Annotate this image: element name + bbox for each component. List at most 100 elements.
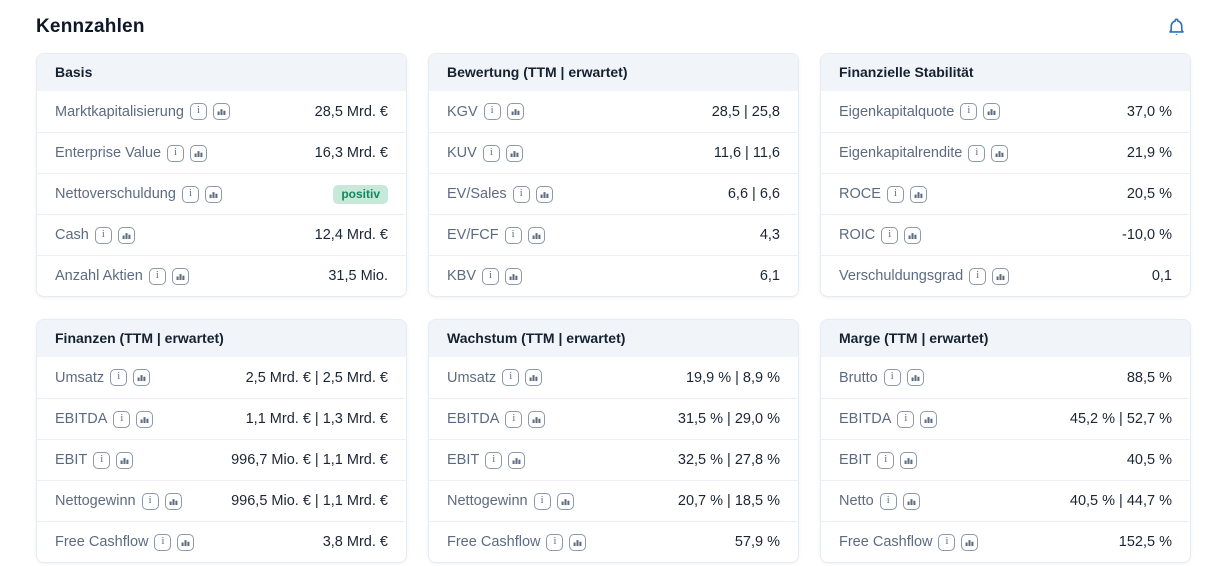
metric-row: Brutto i 88,5 %	[821, 357, 1190, 398]
metric-value: 20,7 % | 18,5 %	[677, 493, 780, 509]
metric-label-group: Free Cashflow i	[55, 533, 195, 551]
info-icon[interactable]: i	[167, 144, 185, 162]
info-icon[interactable]: i	[502, 369, 520, 386]
chart-icon[interactable]	[190, 144, 208, 162]
metric-label-group: Verschuldungsgrad i	[839, 267, 1010, 285]
info-icon[interactable]: i	[960, 103, 978, 120]
chart-icon[interactable]	[171, 267, 189, 285]
metric-row: EBITDA i 31,5 % | 29,0 %	[429, 398, 798, 439]
info-icon[interactable]: i	[938, 533, 956, 551]
chart-icon[interactable]	[136, 410, 154, 428]
chart-icon[interactable]	[505, 267, 523, 285]
metric-value: 6,6 | 6,6	[727, 186, 780, 202]
info-icon[interactable]: i	[181, 185, 199, 203]
chart-icon[interactable]	[909, 185, 927, 203]
info-icon[interactable]: i	[154, 533, 172, 551]
metric-value: 37,0 %	[1126, 103, 1172, 120]
notifications-button[interactable]	[1164, 14, 1189, 40]
info-icon[interactable]: i	[505, 410, 523, 428]
metric-label: EBIT	[55, 452, 88, 468]
chart-icon[interactable]	[177, 533, 195, 551]
info-icon[interactable]: i	[969, 267, 987, 285]
info-icon[interactable]: i	[512, 185, 530, 203]
page-title: Kennzahlen	[36, 16, 145, 37]
metric-value: 996,7 Mio. € | 1,1 Mrd. €	[231, 452, 388, 468]
info-icon[interactable]: i	[881, 226, 899, 244]
info-icon[interactable]: i	[482, 144, 500, 162]
info-icon[interactable]: i	[504, 226, 522, 244]
chart-icon[interactable]	[117, 226, 135, 244]
metric-label-group: EBITDA i	[55, 410, 154, 428]
chart-icon[interactable]	[902, 492, 920, 510]
info-icon[interactable]: i	[482, 267, 500, 285]
info-icon[interactable]: i	[968, 144, 986, 162]
chart-icon[interactable]	[133, 369, 151, 386]
chart-icon[interactable]	[527, 226, 545, 244]
metric-value: 20,5 %	[1126, 186, 1172, 202]
info-icon[interactable]: i	[189, 103, 207, 120]
chart-icon[interactable]	[991, 144, 1009, 162]
chart-icon[interactable]	[992, 267, 1010, 285]
metric-label-group: Brutto i	[839, 369, 924, 386]
metric-row: EBITDA i 1,1 Mrd. € | 1,3 Mrd. €	[37, 398, 406, 439]
info-icon[interactable]: i	[546, 533, 564, 551]
info-icon[interactable]: i	[148, 267, 166, 285]
metric-row: KGV i 28,5 | 25,8	[429, 91, 798, 132]
chart-icon[interactable]	[983, 103, 1001, 120]
metric-label-group: EBITDA i	[447, 410, 546, 428]
chart-icon[interactable]	[116, 451, 134, 469]
info-icon[interactable]: i	[483, 103, 501, 120]
metric-label-group: Umsatz i	[55, 369, 151, 386]
metric-value: 45,2 % | 52,7 %	[1069, 411, 1172, 427]
chart-icon[interactable]	[556, 492, 574, 510]
card-title: Bewertung (TTM | erwartet)	[447, 64, 628, 80]
info-icon[interactable]: i	[879, 492, 897, 510]
chart-icon[interactable]	[900, 451, 918, 469]
metric-value: 1,1 Mrd. € | 1,3 Mrd. €	[245, 411, 388, 427]
info-icon[interactable]: i	[883, 369, 901, 386]
chart-icon[interactable]	[506, 103, 524, 120]
chart-icon[interactable]	[505, 144, 523, 162]
metric-label: EV/Sales	[447, 186, 507, 202]
metric-label-group: EV/FCF i	[447, 226, 545, 244]
metric-label: Anzahl Aktien	[55, 268, 143, 284]
info-icon[interactable]: i	[141, 492, 159, 510]
chart-icon[interactable]	[535, 185, 553, 203]
metric-label: Brutto	[839, 369, 878, 386]
chart-icon[interactable]	[525, 369, 543, 386]
metric-label-group: EBIT i	[447, 451, 526, 469]
info-icon[interactable]: i	[110, 369, 128, 386]
metric-row: Free Cashflow i 3,8 Mrd. €	[37, 521, 406, 562]
metric-label: Nettoverschuldung	[55, 186, 176, 202]
info-icon[interactable]: i	[886, 185, 904, 203]
chart-icon[interactable]	[204, 185, 222, 203]
chart-icon[interactable]	[920, 410, 938, 428]
card-finanzen: Finanzen (TTM | erwartet) Umsatz i 2,5 M…	[36, 319, 407, 563]
info-icon[interactable]: i	[485, 451, 503, 469]
metric-label-group: Free Cashflow i	[839, 533, 979, 551]
info-icon[interactable]: i	[533, 492, 551, 510]
metric-label-group: ROCE i	[839, 185, 927, 203]
chart-icon[interactable]	[961, 533, 979, 551]
info-icon[interactable]: i	[897, 410, 915, 428]
chart-icon[interactable]	[212, 103, 230, 120]
metric-value: 21,9 %	[1126, 145, 1172, 161]
metric-value: 4,3	[759, 227, 780, 243]
metric-value: 996,5 Mio. € | 1,1 Mrd. €	[231, 493, 388, 509]
info-icon[interactable]: i	[94, 226, 112, 244]
metric-label-group: Cash i	[55, 226, 135, 244]
info-icon[interactable]: i	[93, 451, 111, 469]
metric-value: 19,9 % | 8,9 %	[685, 369, 780, 386]
info-icon[interactable]: i	[877, 451, 895, 469]
status-badge: positiv	[333, 184, 388, 204]
chart-icon[interactable]	[508, 451, 526, 469]
chart-icon[interactable]	[164, 492, 182, 510]
chart-icon[interactable]	[528, 410, 546, 428]
chart-icon[interactable]	[904, 226, 922, 244]
metric-value: 12,4 Mrd. €	[314, 227, 388, 243]
info-icon[interactable]: i	[113, 410, 131, 428]
metric-label: Free Cashflow	[447, 534, 541, 550]
chart-icon[interactable]	[569, 533, 587, 551]
chart-icon[interactable]	[906, 369, 924, 386]
